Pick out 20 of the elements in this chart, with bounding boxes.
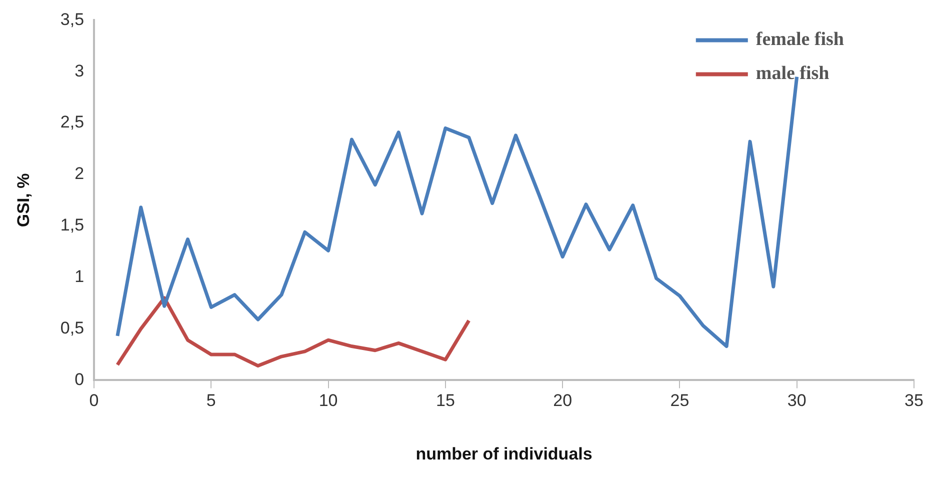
y-tick-label: 3,5 bbox=[60, 10, 84, 29]
x-tick-label: 0 bbox=[89, 391, 99, 410]
x-tick-label: 30 bbox=[787, 391, 806, 410]
y-tick-label: 2 bbox=[74, 164, 84, 184]
y-tick-label: 0 bbox=[74, 370, 84, 389]
x-tick-label: 15 bbox=[436, 391, 455, 410]
x-axis-title: number of individuals bbox=[416, 444, 592, 464]
y-tick-label: 2,5 bbox=[60, 112, 84, 132]
x-tick-label: 25 bbox=[670, 391, 690, 410]
legend-label: female fish bbox=[756, 29, 844, 50]
y-axis-title: GSI, % bbox=[14, 173, 33, 228]
x-tick-label: 35 bbox=[904, 391, 924, 410]
legend-label: male fish bbox=[756, 63, 830, 84]
y-tick-label: 3 bbox=[74, 61, 84, 80]
y-tick-label: 1,5 bbox=[60, 216, 84, 235]
x-tick-label: 10 bbox=[318, 391, 338, 410]
x-tick-label: 20 bbox=[553, 391, 572, 410]
y-tick-label: 0,5 bbox=[60, 318, 84, 338]
y-tick-label: 1 bbox=[74, 267, 84, 286]
x-tick-label: 5 bbox=[206, 391, 216, 410]
